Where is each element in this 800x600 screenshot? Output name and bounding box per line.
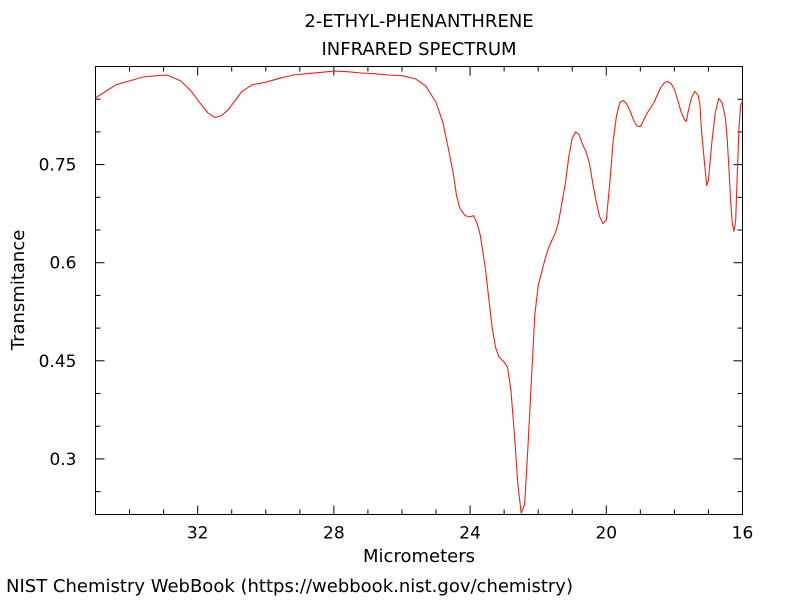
y-tick-label: 0.75 bbox=[39, 156, 77, 176]
x-tick-label: 28 bbox=[323, 524, 345, 544]
plot-frame bbox=[95, 66, 743, 515]
plot-area bbox=[95, 70, 743, 514]
spectrum-series-line bbox=[95, 70, 743, 514]
x-tick-label: 24 bbox=[459, 524, 481, 544]
chart-title: 2-ETHYL-PHENANTHRENE bbox=[304, 11, 534, 32]
x-tick-label: 20 bbox=[595, 524, 617, 544]
chart-subtitle: INFRARED SPECTRUM bbox=[321, 39, 517, 60]
axis-ticks bbox=[95, 66, 743, 515]
source-credit: NIST Chemistry WebBook (https://webbook.… bbox=[6, 576, 573, 597]
y-axis-label: Transmitance bbox=[8, 230, 29, 352]
x-tick-label: 16 bbox=[732, 524, 754, 544]
y-tick-label: 0.45 bbox=[39, 352, 77, 372]
y-tick-label: 0.3 bbox=[49, 450, 76, 470]
axis-tick-labels: 32 28 24 20 16 0.75 0.6 0.45 0.3 bbox=[39, 156, 754, 544]
x-axis-label: Micrometers bbox=[363, 546, 475, 567]
x-tick-label: 32 bbox=[187, 524, 209, 544]
y-tick-label: 0.6 bbox=[49, 254, 76, 274]
